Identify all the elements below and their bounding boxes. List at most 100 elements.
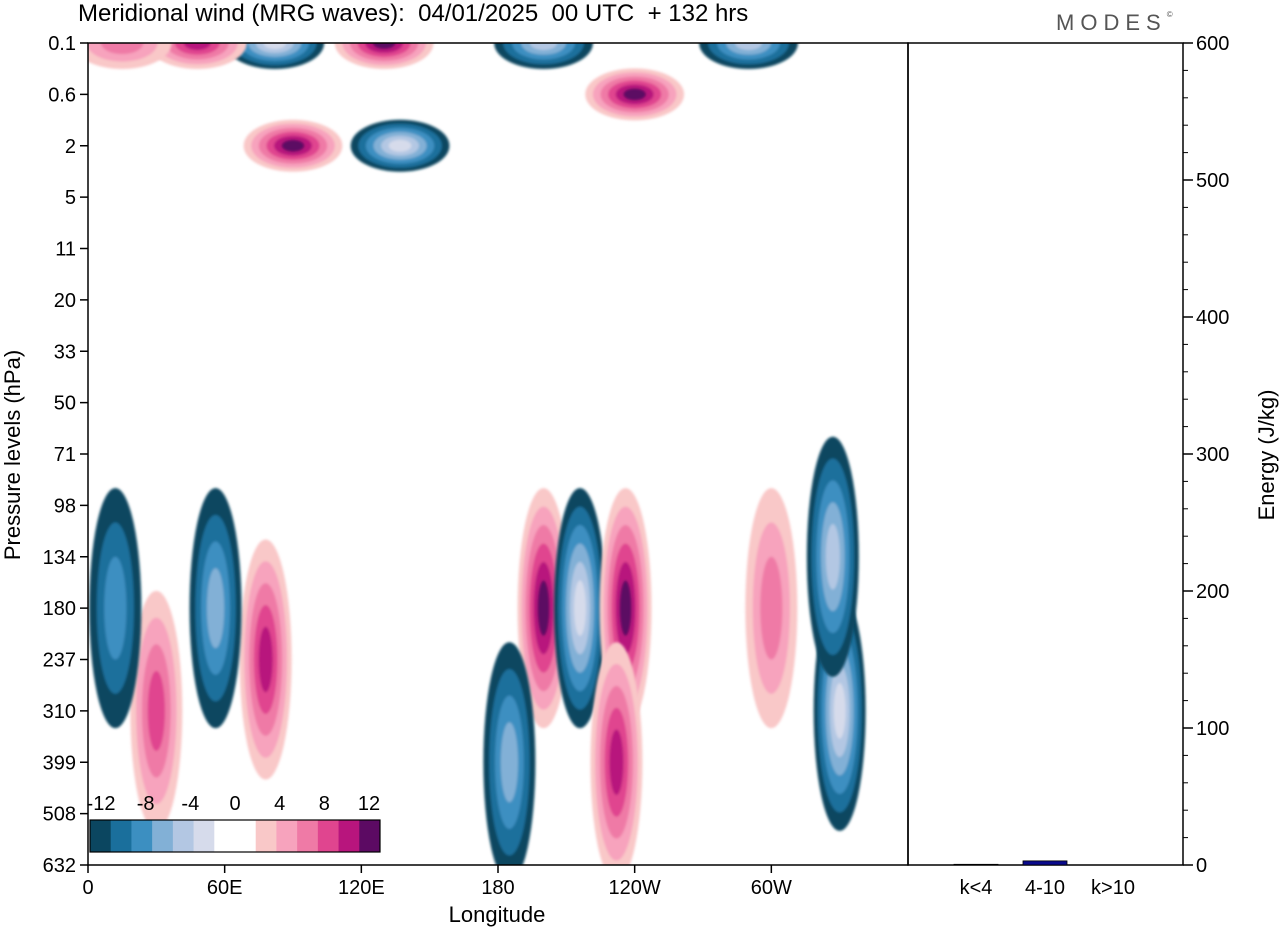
colorbar-legend: -12 -8 -4 0 4 8 12: [87, 793, 381, 853]
y-tick-label: 632: [43, 855, 76, 877]
x-tick-label: 60W: [751, 877, 792, 899]
y-tick-label: 0.1: [48, 33, 76, 55]
y-tick-label: 180: [43, 598, 76, 620]
colorbar-swatch: [172, 820, 195, 852]
y-tick-label: 134: [43, 547, 76, 569]
colorbar-swatch: [359, 820, 381, 852]
colorbar-swatch: [235, 820, 257, 852]
positive-contour: [619, 580, 632, 636]
y-tick-label: 71: [54, 444, 76, 466]
energy-y-tick-label: 600: [1196, 33, 1229, 55]
positive-contour: [258, 626, 273, 693]
contour-feature: [350, 119, 450, 172]
positive-contour: [183, 43, 211, 51]
colorbar-label: -4: [181, 793, 199, 815]
y-tick-label: 0.6: [48, 84, 76, 106]
y-axis-label: Pressure levels (hPa): [0, 350, 25, 560]
positive-contour: [281, 139, 305, 152]
y-tick-label: 399: [43, 752, 76, 774]
energy-axis-label: Energy (J/kg): [1254, 390, 1279, 521]
colorbar-frame: [89, 819, 381, 853]
contour-feature: [585, 68, 685, 121]
contour-feature: [130, 590, 183, 831]
x-tick-label: 60E: [207, 877, 243, 899]
negative-contour: [104, 556, 127, 660]
negative-contour: [500, 722, 519, 803]
contour-feature: [239, 539, 292, 780]
x-axis-label: Longitude: [449, 902, 546, 927]
colorbar-swatch: [317, 820, 340, 852]
contour-feature: [483, 642, 536, 865]
x-tick-label: 120W: [609, 877, 661, 899]
colorbar-label: 4: [274, 793, 285, 815]
colorbar-swatch: [193, 820, 215, 852]
positive-contour: [537, 580, 550, 636]
modes-logo: MODES©: [1056, 10, 1173, 35]
colorbar-swatch: [110, 820, 132, 852]
contour-feature: [494, 43, 593, 69]
contour-feature: [334, 43, 434, 69]
energy-category-label: k>10: [1091, 877, 1135, 899]
y-tick-label: 11: [55, 239, 76, 261]
energy-category-label: 4-10: [1025, 877, 1065, 899]
colorbar-label: -8: [137, 793, 155, 815]
positive-contour: [100, 43, 144, 55]
y-tick-label: 50: [54, 393, 76, 415]
energy-y-tick-label: 100: [1196, 718, 1229, 740]
negative-contour: [263, 43, 287, 49]
positive-contour: [760, 556, 783, 660]
colorbar-swatch: [214, 820, 236, 852]
x-axis: 0 60E 120E 180 120W 60W: [82, 865, 792, 899]
colorbar-swatch: [276, 820, 298, 852]
contour-feature: [189, 488, 242, 729]
y-tick-label: 5: [65, 187, 76, 209]
y-tick-label: 237: [43, 650, 76, 672]
colorbar-label: 8: [319, 793, 330, 815]
y-axis: 0.1 0.6 2 5 11 20 33 50 71 98 134 180 237 310 399 508 63…: [43, 33, 88, 877]
colorbar-swatch: [255, 820, 277, 852]
colorbar-swatch: [131, 820, 153, 852]
contour-feature: [225, 43, 325, 69]
negative-contour: [388, 139, 412, 152]
colorbar-swatch: [338, 820, 360, 852]
energy-y-tick-label: 300: [1196, 444, 1229, 466]
contour-feature: [590, 642, 643, 865]
energy-y-tick-label: 200: [1196, 581, 1229, 603]
energy-panel-frame: [907, 42, 1184, 866]
positive-contour: [372, 43, 396, 49]
contour-feature: [89, 488, 142, 729]
heatmap-contours: [88, 43, 866, 865]
x-tick-label: 120E: [338, 877, 385, 899]
contour-feature: [699, 43, 798, 69]
contour-feature: [243, 119, 343, 172]
positive-contour: [623, 88, 647, 101]
energy-y-axis: 0 100 200 300 400 500 600: [1183, 33, 1229, 877]
y-tick-label: 20: [54, 290, 76, 312]
energy-y-tick-label: 0: [1196, 855, 1207, 877]
colorbar-swatch: [297, 820, 319, 852]
negative-contour: [833, 683, 846, 739]
negative-contour: [530, 43, 558, 51]
colorbar-swatch: [90, 820, 112, 852]
colorbar-swatch: [152, 820, 174, 852]
y-tick-label: 508: [43, 804, 76, 826]
energy-category-label: k<4: [960, 877, 993, 899]
x-tick-label: 0: [82, 877, 93, 899]
y-tick-label: 310: [43, 701, 76, 723]
contour-feature: [88, 43, 172, 69]
y-tick-label: 33: [54, 341, 76, 363]
contour-feature: [517, 488, 570, 729]
negative-contour: [206, 568, 225, 649]
positive-contour: [147, 670, 166, 751]
y-tick-label: 98: [54, 495, 76, 517]
energy-bars: k<4 4-10 k>10: [953, 860, 1135, 899]
energy-bar: [1022, 860, 1068, 866]
positive-contour: [609, 729, 624, 795]
negative-contour: [735, 43, 763, 51]
contour-feature: [806, 436, 859, 677]
energy-y-tick-label: 500: [1196, 170, 1229, 192]
colorbar-label: 0: [229, 793, 240, 815]
contour-feature: [554, 488, 606, 729]
colorbar-label: -12: [87, 793, 116, 815]
